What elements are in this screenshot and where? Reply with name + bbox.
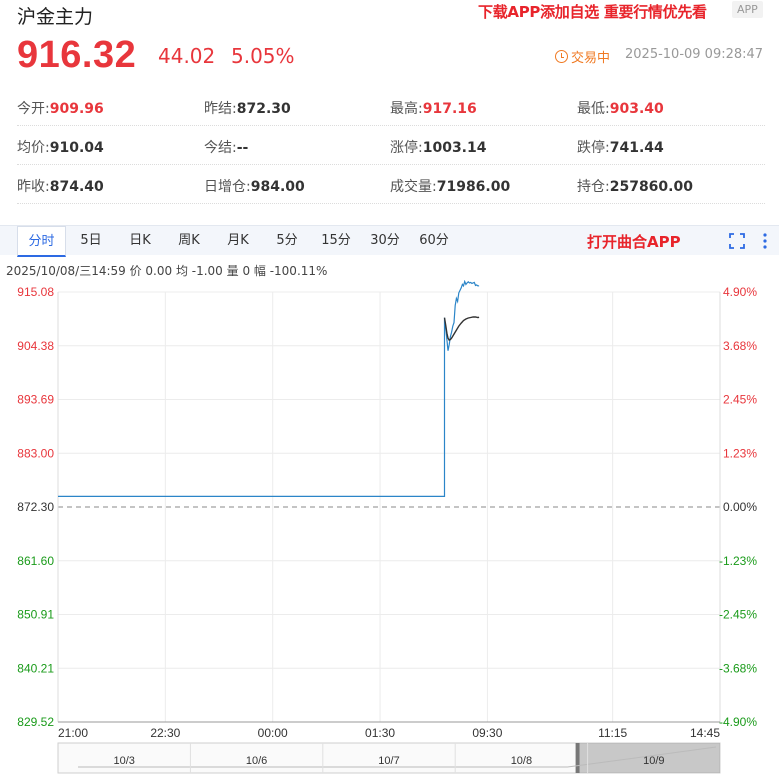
quote-stat-item: 成交量:71986.00	[390, 176, 510, 196]
expand-icon[interactable]	[729, 233, 745, 249]
average-price-line	[443, 316, 480, 341]
tab-period[interactable]: 30分	[370, 233, 400, 248]
quote-stats-row: 昨收:874.40 日增仓:984.00 成交量:71986.00 持仓:257860…	[17, 165, 765, 204]
quote-stat-value: 71986.00	[436, 179, 511, 195]
y-pct-tick-label: -1.23%	[719, 554, 757, 568]
y-pct-tick-label: -2.45%	[719, 608, 757, 622]
y-tick-label: 915.08	[17, 285, 54, 299]
x-tick-label: 14:45	[690, 726, 720, 740]
quote-stat-item: 昨结:872.30	[204, 98, 291, 118]
trading-status-label: 交易中	[571, 51, 611, 66]
x-tick-label: 22:30	[150, 726, 180, 740]
quote-datetime: 2025-10-09 09:28:47	[625, 47, 764, 62]
price-change: 44.02	[158, 44, 216, 68]
quote-stat-value: 1003.14	[422, 140, 487, 156]
quote-stat-value: 909.96	[49, 101, 104, 117]
y-tick-label: 829.52	[17, 715, 54, 729]
quote-stat-value: 917.16	[422, 101, 477, 117]
quote-stat-label: 日增仓:	[204, 179, 251, 195]
tab-period[interactable]: 月K	[227, 233, 249, 248]
navigator-date-label: 10/6	[246, 755, 267, 767]
x-tick-label: 01:30	[365, 726, 395, 740]
quote-stat-value: 741.44	[609, 140, 664, 156]
y-pct-tick-label: 1.23%	[723, 446, 757, 460]
navigator-date-label: 10/3	[113, 755, 134, 767]
y-tick-label: 872.30	[17, 500, 54, 514]
last-price: 916.32	[17, 34, 137, 76]
y-tick-label: 883.00	[17, 446, 54, 460]
quote-stat-item: 日增仓:984.00	[204, 176, 305, 196]
y-pct-tick-label: -3.68%	[719, 661, 757, 675]
quote-stat-label: 昨结:	[204, 101, 237, 117]
quote-stat-value: 872.30	[236, 101, 291, 117]
tab-period[interactable]: 分时	[17, 226, 66, 257]
quote-stat-item: 最低:903.40	[577, 98, 664, 118]
y-tick-label: 893.69	[17, 393, 54, 407]
contract-title: 沪金主力	[17, 6, 94, 28]
quote-stat-item: 涨停:1003.14	[390, 137, 486, 157]
quote-stat-label: 今结:	[204, 140, 237, 156]
quote-stat-item: 今开:909.96	[17, 98, 104, 118]
download-app-promo[interactable]: 下载APP添加自选 重要行情优先看	[478, 3, 707, 21]
quote-stat-label: 最低:	[577, 101, 610, 117]
quote-stat-item: 跌停:741.44	[577, 137, 664, 157]
open-app-button[interactable]: 打开曲合APP	[587, 233, 681, 251]
more-vertical-icon[interactable]	[762, 232, 768, 250]
quote-stat-label: 涨停:	[390, 140, 423, 156]
x-tick-label: 21:00	[58, 726, 88, 740]
quote-stat-item: 昨收:874.40	[17, 176, 104, 196]
y-tick-label: 840.21	[17, 661, 54, 675]
quote-stat-label: 成交量:	[390, 179, 437, 195]
navigator-date-label: 10/7	[378, 755, 399, 767]
quote-stat-label: 最高:	[390, 101, 423, 117]
y-tick-label: 861.60	[17, 554, 54, 568]
x-tick-label: 11:15	[598, 726, 627, 740]
intraday-chart[interactable]: 915.08 4.90% 904.38 3.68% 893.69 2.45% 883.00 1…	[0, 280, 779, 774]
navigator-selection[interactable]	[579, 743, 720, 773]
tab-period[interactable]: 5分	[276, 233, 298, 248]
quote-stat-item: 最高:917.16	[390, 98, 477, 118]
trading-status: 交易中	[555, 47, 610, 66]
tab-period[interactable]: 5日	[80, 233, 102, 248]
quote-stat-label: 昨收:	[17, 179, 50, 195]
quote-stat-label: 持仓:	[577, 179, 610, 195]
tab-period[interactable]: 60分	[419, 233, 449, 248]
y-tick-label: 904.38	[17, 339, 54, 353]
crosshair-info-line: 2025/10/08/三14:59 价 0.00 均 -1.00 量 0 幅 -…	[6, 264, 328, 278]
y-pct-tick-label: 2.45%	[723, 393, 757, 407]
x-tick-label: 00:00	[258, 726, 288, 740]
quote-stat-item: 持仓:257860.00	[577, 176, 693, 196]
y-tick-label: 850.91	[17, 608, 54, 622]
quote-stat-item: 均价:910.04	[17, 137, 104, 157]
quote-stat-value: 984.00	[250, 179, 305, 195]
x-tick-label: 09:30	[472, 726, 502, 740]
period-tab-bar: 分时 5日 日K 周K 月K 5分 15分 30分 60分 打开曲合APP	[0, 225, 779, 257]
quote-stat-value: 874.40	[49, 179, 104, 195]
quote-stat-item: 今结:--	[204, 137, 248, 157]
y-pct-tick-label: 0.00%	[723, 500, 757, 514]
app-badge[interactable]: APP	[732, 1, 763, 18]
tab-period[interactable]: 周K	[178, 233, 200, 248]
quote-stats-row: 今开:909.96 昨结:872.30 最高:917.16 最低:903.40	[17, 87, 765, 126]
y-pct-tick-label: 3.68%	[723, 339, 757, 353]
quote-stat-label: 今开:	[17, 101, 50, 117]
quote-stat-label: 均价:	[17, 140, 50, 156]
quote-stats-row: 均价:910.04 今结:-- 涨停:1003.14 跌停:741.44	[17, 126, 765, 165]
tab-period[interactable]: 15分	[321, 233, 351, 248]
tab-period[interactable]: 日K	[129, 233, 151, 248]
y-pct-tick-label: -4.90%	[719, 715, 757, 729]
y-pct-tick-label: 4.90%	[723, 285, 757, 299]
price-change-percent: 5.05%	[231, 44, 295, 68]
navigator-handle[interactable]	[575, 743, 580, 773]
quote-stat-label: 跌停:	[577, 140, 610, 156]
clock-icon	[555, 50, 568, 63]
navigator-date-label: 10/8	[511, 755, 532, 767]
quote-stat-value: 257860.00	[609, 179, 693, 195]
quote-stat-value: --	[236, 140, 249, 156]
price-line	[58, 280, 480, 497]
quote-stat-value: 910.04	[49, 140, 104, 156]
quote-stat-value: 903.40	[609, 101, 664, 117]
navigator-date-label: 10/9	[643, 755, 664, 767]
